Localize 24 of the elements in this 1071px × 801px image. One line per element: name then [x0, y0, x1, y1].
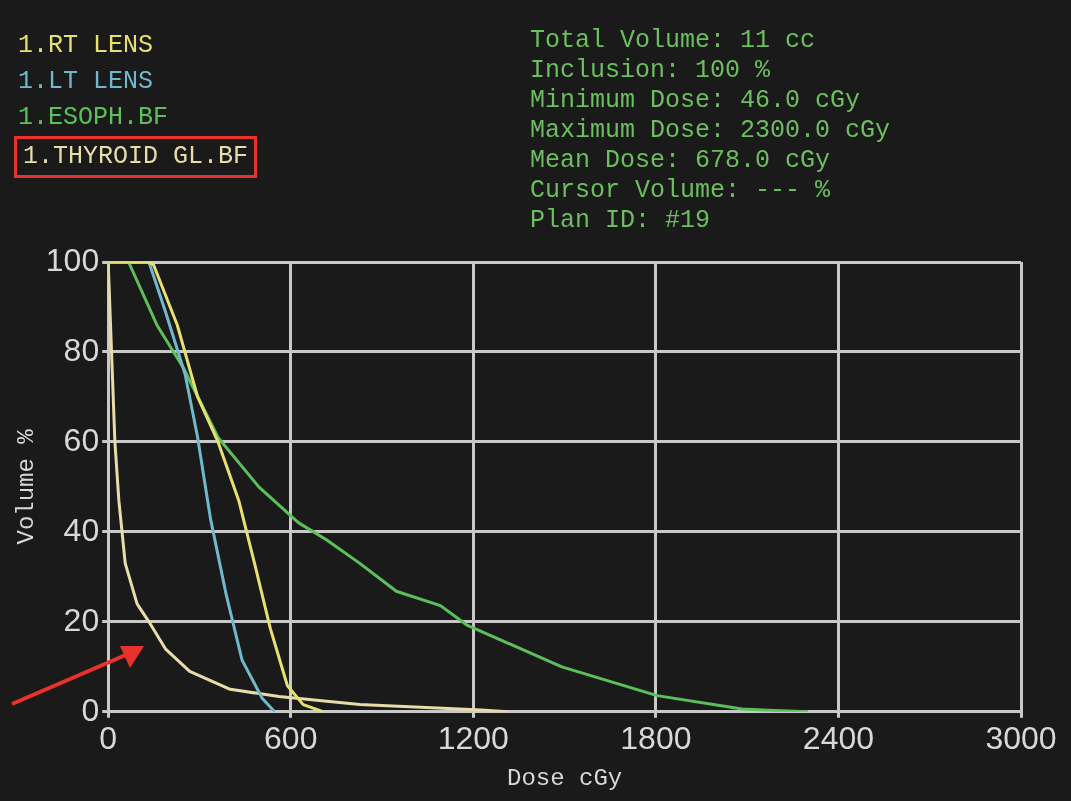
text: Total Volume: 11 cc	[530, 26, 817, 56]
y-tick-label: 100	[45, 241, 100, 278]
text: Inclusion: 100 %	[530, 56, 772, 86]
x-axis-title: Dose cGy	[506, 764, 623, 792]
rectangle-outline: 1.THYROID GL.BF	[14, 136, 258, 178]
y-axis-title: Volume %	[12, 428, 40, 545]
text: Maximum Dose: 2300.0 cGy	[530, 116, 891, 146]
x-tick-label: 1200	[437, 719, 509, 756]
y-tick-label: 60	[63, 421, 100, 458]
y-tick-label: 80	[63, 331, 100, 368]
x-tick-label: 2400	[802, 719, 875, 756]
text: 1.ESOPH.BF	[17, 103, 170, 132]
text: 1.RT LENS	[17, 31, 155, 60]
x-tick-label: 3000	[985, 719, 1057, 756]
y-tick-label: 20	[63, 601, 100, 638]
text: 1.LT LENS	[17, 67, 155, 96]
x-tick-label: 1800	[620, 719, 692, 756]
x-tick-label: 600	[264, 719, 318, 756]
text: Plan ID: #19	[530, 206, 712, 236]
y-tick-label: 0	[81, 691, 100, 728]
text: Mean Dose: 678.0 cGy	[530, 146, 832, 176]
text: Cursor Volume: --- %	[530, 176, 832, 206]
y-tick-label: 40	[63, 511, 100, 548]
text: Minimum Dose: 46.0 cGy	[530, 86, 862, 116]
